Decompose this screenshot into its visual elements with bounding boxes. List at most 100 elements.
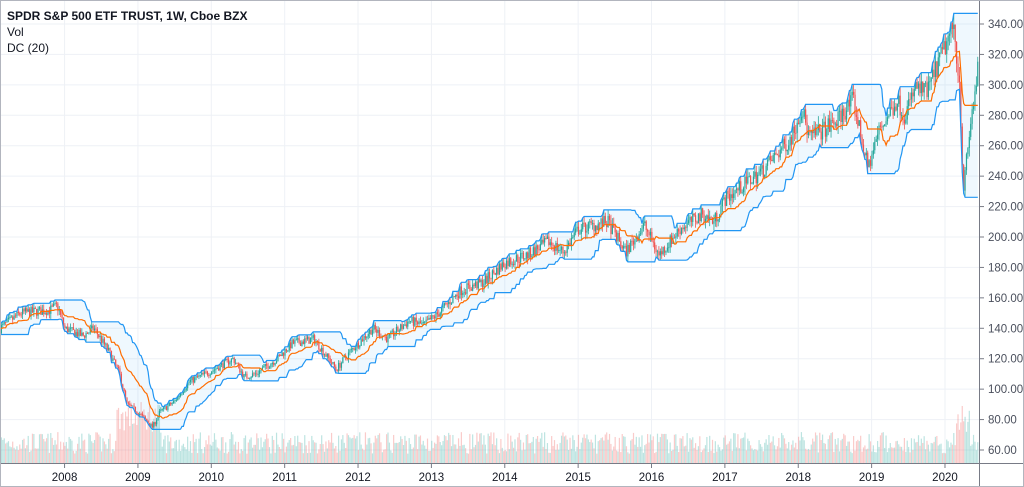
symbol-title[interactable]: SPDR S&P 500 ETF TRUST, 1W, Cboe BZX [7, 9, 248, 23]
candle-body [301, 341, 303, 346]
volume-bar [246, 453, 248, 463]
candle-body [398, 330, 400, 332]
volume-bar [940, 443, 942, 463]
volume-bar [733, 433, 735, 463]
volume-bar [576, 446, 578, 463]
volume-bar [329, 442, 331, 463]
candle-body [147, 421, 149, 424]
volume-legend[interactable]: Vol [7, 25, 24, 39]
volume-bar [243, 438, 245, 463]
candle-body [690, 216, 692, 222]
volume-bar [494, 445, 496, 463]
candle-body [944, 41, 946, 55]
volume-bar [778, 437, 780, 463]
volume-bar [143, 409, 145, 463]
candle-body [411, 316, 413, 322]
volume-bar [342, 435, 344, 463]
candle-body [244, 373, 247, 375]
candle-body [282, 352, 285, 356]
volume-bar [559, 442, 561, 463]
volume-bar [498, 453, 501, 463]
candle-body [769, 156, 771, 160]
volume-bar [555, 449, 557, 463]
candle-body [792, 126, 794, 145]
volume-bar [256, 433, 258, 463]
volume-bar [98, 434, 100, 463]
candle-body [460, 286, 462, 296]
candle-body [683, 227, 685, 230]
volume-bar [740, 438, 742, 463]
volume-bar [628, 453, 630, 463]
candle-body [665, 250, 667, 253]
candle-body [436, 312, 438, 315]
volume-bar [590, 439, 592, 463]
volume-bar [536, 436, 539, 463]
candle-body [577, 226, 580, 235]
volume-bar [102, 438, 104, 463]
volume-bar [535, 438, 537, 463]
volume-bar [156, 422, 158, 463]
candle-body [441, 307, 443, 313]
volume-bar [871, 451, 873, 463]
candle-body [227, 359, 230, 365]
volume-bar [606, 432, 608, 463]
candle-body [91, 325, 93, 329]
volume-bar [409, 444, 412, 463]
volume-bar [222, 437, 224, 463]
volume-bar [457, 438, 460, 463]
candle-body [733, 193, 735, 198]
volume-bar [926, 440, 928, 463]
volume-bar [604, 434, 606, 463]
volume-bar [596, 453, 598, 463]
candle-body [566, 245, 568, 253]
candle-body [731, 194, 733, 198]
candle-body [170, 402, 172, 405]
candle-body [974, 91, 976, 107]
volume-bar [198, 438, 200, 463]
volume-bar [782, 435, 784, 463]
candle-body [64, 325, 66, 328]
price-tick-label: 340.00 [988, 19, 1023, 31]
volume-bar [202, 453, 204, 463]
price-axis[interactable]: 340.00 320.00 300.00 280.00 260.00 240.00 220.… [979, 19, 1023, 457]
candle-body [336, 369, 338, 371]
candle-body [338, 362, 340, 371]
candle-body [51, 305, 53, 307]
candle-body [160, 409, 162, 411]
volume-bar [473, 447, 475, 463]
volume-bar [587, 439, 589, 463]
volume-bar [223, 452, 225, 463]
candle-body [251, 373, 254, 377]
volume-bar [618, 437, 620, 463]
candle-body [330, 362, 333, 364]
candle-body [871, 154, 873, 166]
dc-legend[interactable]: DC (20) [7, 41, 50, 55]
volume-bar [339, 450, 341, 463]
candle-body [23, 308, 25, 312]
candle-body [562, 246, 564, 254]
candle-body [363, 336, 365, 342]
volume-bar [748, 441, 750, 463]
candle-body [484, 275, 486, 284]
volume-bar [192, 434, 194, 463]
volume-bar [250, 437, 252, 463]
candle-body [932, 69, 934, 78]
candle-body [329, 357, 331, 363]
candle-body [968, 136, 970, 149]
candle-body [404, 324, 406, 326]
volume-bar [759, 444, 762, 463]
candle-body [926, 82, 928, 98]
candle-body [443, 303, 446, 306]
volume-bar [944, 453, 946, 463]
candle-body [797, 122, 800, 125]
candle-body [590, 221, 592, 224]
volume-bar [680, 438, 683, 463]
candle-body [704, 218, 707, 222]
candle-body [163, 407, 165, 410]
volume-bar [704, 445, 707, 463]
volume-bar [239, 453, 241, 463]
time-axis[interactable]: 2008 2009 2010 2011 2012 2013 2014 2015 2016 2017… [52, 463, 958, 484]
candle-body [37, 308, 39, 316]
volume-bar [668, 453, 670, 463]
